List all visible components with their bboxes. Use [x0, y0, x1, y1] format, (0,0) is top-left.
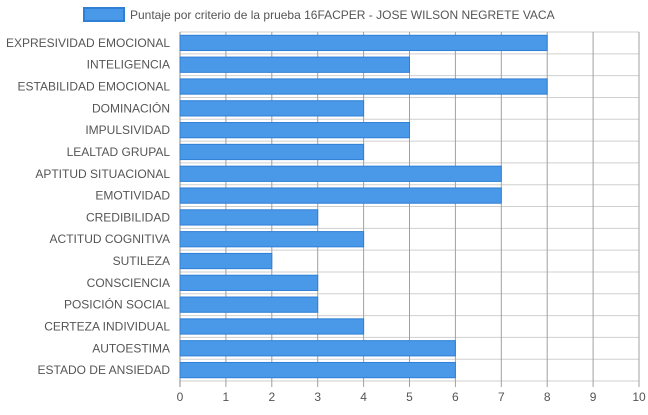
- x-tick-label: 2: [268, 390, 275, 404]
- bar[interactable]: [179, 187, 502, 204]
- bar[interactable]: [179, 209, 319, 226]
- bar[interactable]: [179, 340, 456, 357]
- bars: [179, 34, 548, 379]
- bar[interactable]: [179, 122, 410, 139]
- bar[interactable]: [179, 56, 410, 73]
- bar[interactable]: [179, 296, 319, 313]
- bar[interactable]: [179, 252, 273, 270]
- x-tick-label: 4: [360, 390, 367, 404]
- x-tick-label: 5: [406, 390, 413, 404]
- bar[interactable]: [179, 34, 548, 52]
- y-tick-label: INTELIGENCIA: [87, 58, 170, 72]
- bar[interactable]: [179, 100, 365, 117]
- y-tick-label: DOMINACIÓN: [92, 100, 170, 115]
- y-tick-label: CREDIBILIDAD: [86, 210, 170, 224]
- y-tick-label: ESTADO DE ANSIEDAD: [38, 363, 171, 377]
- bar[interactable]: [179, 165, 502, 182]
- y-tick-label: SUTILEZA: [113, 254, 170, 268]
- y-tick-label: IMPULSIVIDAD: [85, 123, 170, 137]
- x-tick-label: 3: [314, 390, 321, 404]
- y-tick-label: EMOTIVIDAD: [95, 189, 170, 203]
- legend[interactable]: Puntaje por criterio de la prueba 16FACP…: [83, 7, 555, 22]
- x-axis-labels: 0 1 2 3 4 5 6 7 8 9 10: [177, 390, 646, 404]
- legend-label: Puntaje por criterio de la prueba 16FACP…: [130, 8, 555, 22]
- y-tick-label: LEALTAD GRUPAL: [67, 145, 171, 159]
- bar[interactable]: [179, 143, 365, 161]
- bar[interactable]: [179, 274, 319, 291]
- x-tick-label: 6: [452, 390, 459, 404]
- legend-swatch: [83, 7, 125, 22]
- x-tick-label: 1: [223, 390, 230, 404]
- bar[interactable]: [179, 78, 548, 95]
- y-tick-label: AUTOESTIMA: [92, 341, 170, 355]
- x-tick-label: 9: [590, 390, 597, 404]
- y-tick-label: ACTITUD COGNITIVA: [50, 232, 170, 246]
- y-tick-label: EXPRESIVIDAD EMOCIONAL: [6, 36, 170, 50]
- y-tick-label: POSICIÓN SOCIAL: [64, 297, 170, 312]
- y-axis-labels: EXPRESIVIDAD EMOCIONAL INTELIGENCIA ESTABI…: [6, 36, 170, 377]
- x-tick-label: 0: [177, 390, 184, 404]
- x-tick-label: 8: [544, 390, 551, 404]
- y-tick-label: APTITUD SITUACIONAL: [35, 167, 170, 181]
- x-tick-label: 7: [498, 390, 505, 404]
- bar[interactable]: [179, 361, 456, 379]
- y-tick-label: CERTEZA INDIVIDUAL: [44, 319, 170, 333]
- bar[interactable]: [179, 231, 365, 248]
- y-tick-label: CONSCIENCIA: [87, 276, 170, 290]
- x-tick-label: 10: [632, 390, 646, 404]
- bar[interactable]: [179, 318, 365, 335]
- y-tick-label: ESTABILIDAD EMOCIONAL: [18, 80, 171, 94]
